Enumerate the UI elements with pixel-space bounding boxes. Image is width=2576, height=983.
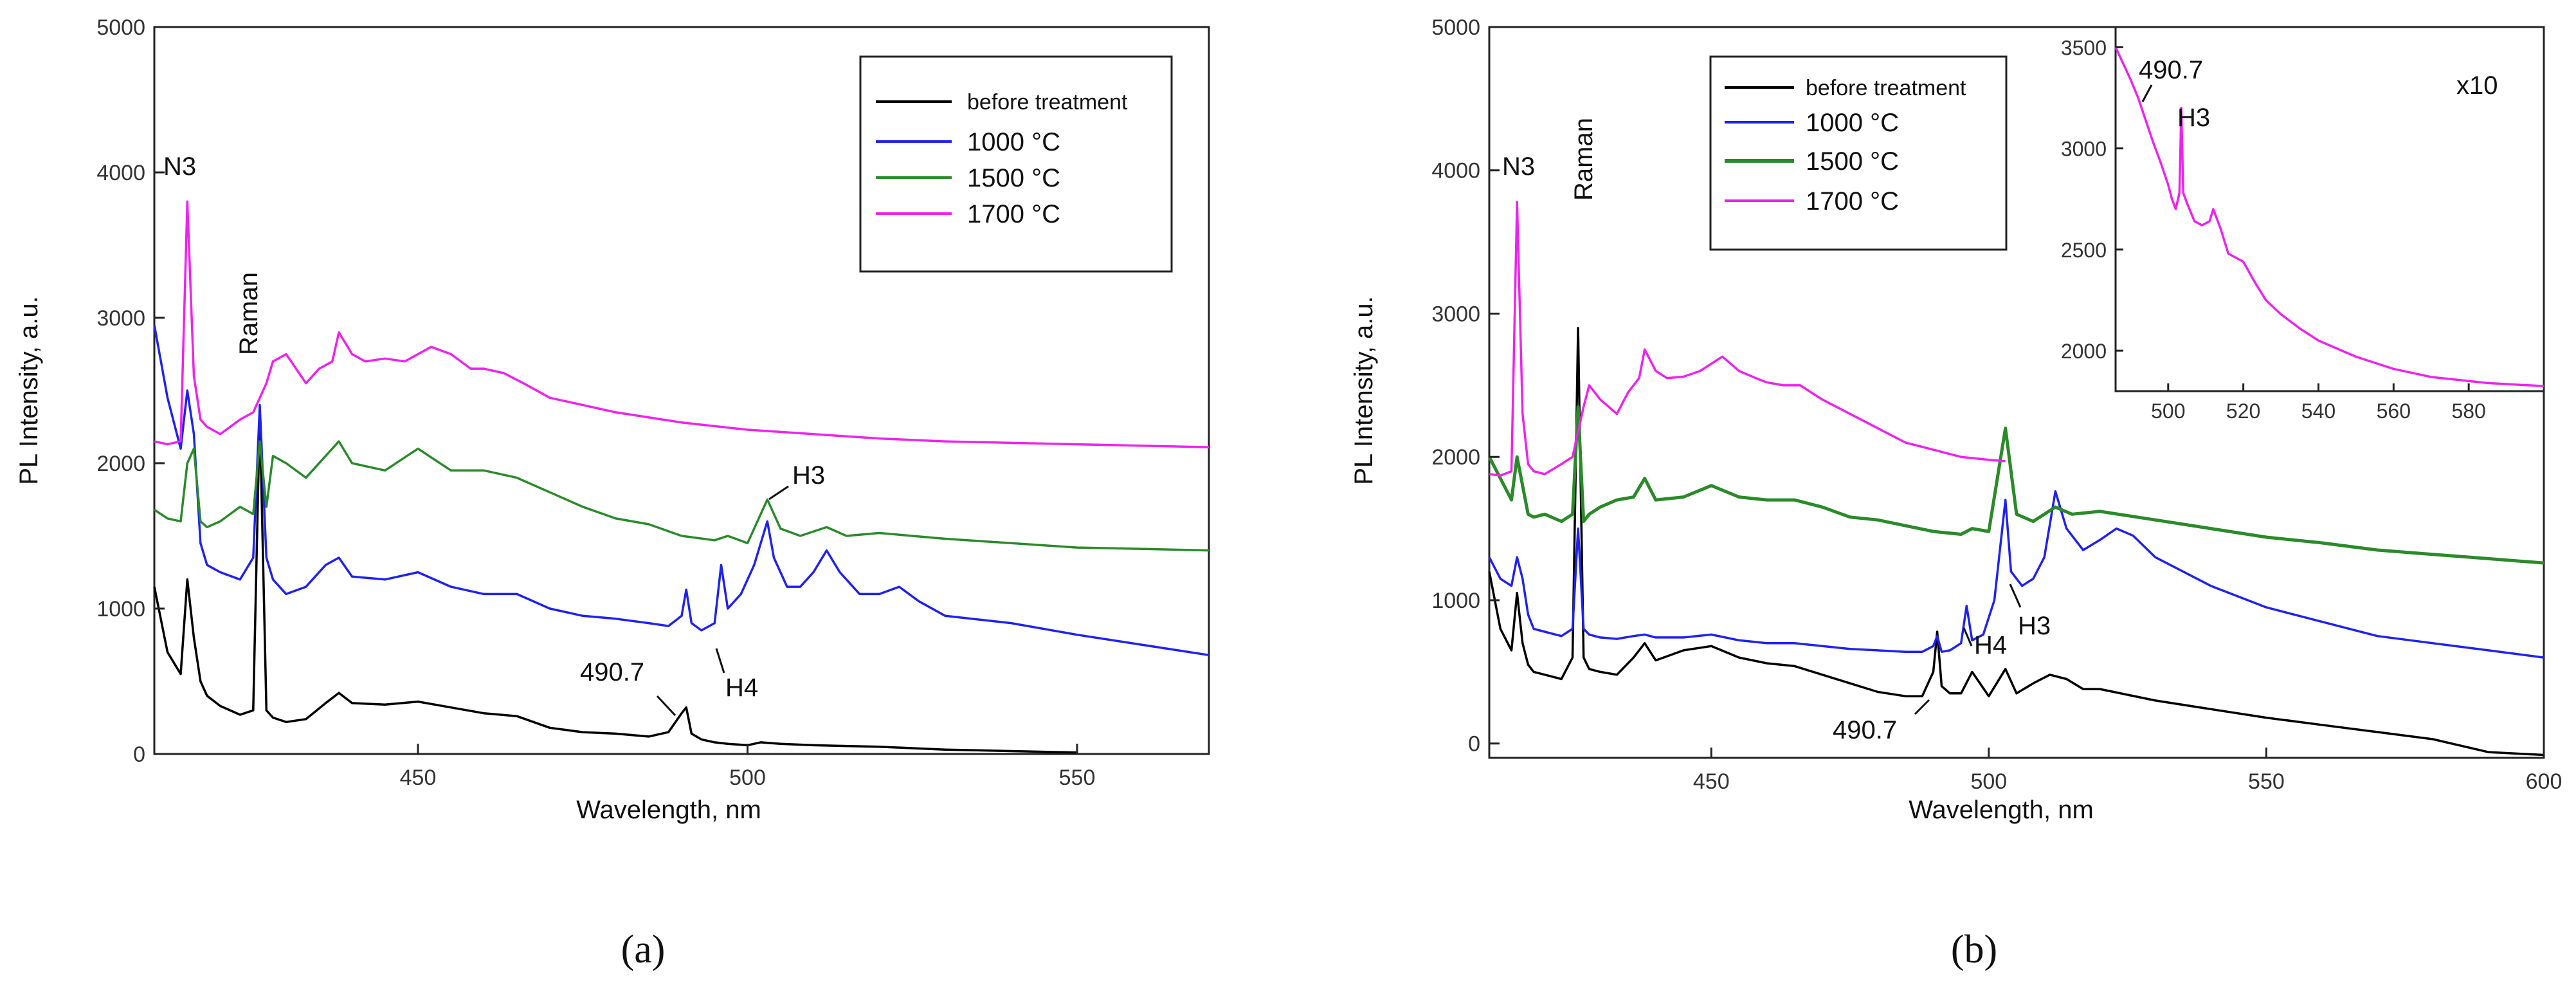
- panel-a-annotation-n3: N3: [163, 152, 196, 181]
- panel-b-ticks: 450 500 550 600 0 1000 2000 3000 4000 5000: [1431, 15, 2562, 794]
- panel-b-series-line-2: [1487, 405, 2544, 565]
- panel-a-series-line-1: [153, 324, 1210, 657]
- panel-b-inset-arrow-490-7: [2141, 84, 2153, 102]
- panel-a-y-tick-label: 5000: [96, 15, 145, 40]
- panel-a-arrow-490-7: [656, 695, 676, 717]
- panel-b-inset-ticks: 500 520 540 560 580 2000 2500 3000 3500: [2061, 36, 2486, 423]
- panel-a-y-tick-label: 4000: [96, 161, 145, 185]
- panel-b-legend-label-1500: 1500 °C: [1806, 147, 1899, 176]
- panel-b-inset-annotation-490-7: 490.7: [2139, 56, 2203, 84]
- panel-a-annotation-raman: Raman: [235, 272, 263, 355]
- panel-b-x-tick-label: 550: [2248, 769, 2285, 794]
- panel-b-series-group: [1487, 200, 2544, 757]
- panel-b-plot-frame: [1488, 26, 2545, 759]
- panel-b-annotation-raman: Raman: [1570, 118, 1598, 201]
- panel-b-legend-label-1000: 1000 °C: [1806, 109, 1899, 137]
- panel-b-legend-label-1700: 1700 °C: [1806, 187, 1899, 216]
- panel-b: 450 500 550 600 0 1000 2000 3000 4000 5000 Wavele…: [1350, 15, 2562, 824]
- panel-a-y-tick-label: 1000: [96, 597, 145, 621]
- panel-a-x-tick-label: 450: [400, 766, 437, 790]
- panel-b-inset-x-tick-label: 500: [2151, 400, 2185, 423]
- panel-a-legend-label-1500: 1500 °C: [967, 164, 1060, 192]
- panel-a-ticks: 450 500 550 0 1000 2000 3000 4000 5000: [96, 15, 1095, 790]
- panel-a-arrow-h4: [715, 648, 725, 674]
- panel-b-series-line-3: [1489, 200, 2006, 477]
- panel-b-x-axis-title: Wavelength, nm: [1909, 796, 2094, 824]
- panel-b-inset-y-tick-label: 2000: [2061, 340, 2107, 363]
- panel-b-annotation-h3: H3: [2018, 612, 2051, 640]
- panel-b-y-axis-title: PL Intensity, a.u.: [1350, 296, 1378, 485]
- panel-b-inset-y-tick-label: 3000: [2061, 138, 2107, 161]
- panel-a-arrow-h3: [768, 485, 789, 501]
- panel-b-inset-x-tick-label: 560: [2377, 400, 2411, 423]
- panel-b-x-tick-label: 600: [2526, 769, 2562, 794]
- panel-a-series-line-2: [154, 440, 1210, 552]
- panel-a-y-tick-label: 0: [133, 742, 145, 767]
- panel-b-inset-x-tick-label: 580: [2451, 400, 2485, 423]
- panel-a-x-tick-label: 550: [1059, 766, 1096, 790]
- panel-b-series-line-1: [1488, 490, 2544, 659]
- panel-b-arrow-h3: [2009, 583, 2022, 608]
- panel-b-inset-series-group: [2114, 46, 2544, 387]
- panel-b-arrow-490-7: [1914, 699, 1930, 715]
- panel-b-y-tick-label: 3000: [1431, 302, 1480, 326]
- panel-a-annotation-h3: H3: [792, 461, 825, 490]
- panel-b-annotation-n3: N3: [1502, 152, 1535, 181]
- panel-b-inset-y-tick-label: 2500: [2061, 239, 2107, 262]
- panel-a-y-tick-label: 3000: [96, 306, 145, 331]
- panel-a-y-axis-title: PL Intensity, a.u.: [15, 296, 43, 485]
- panel-a-series-line-3: [154, 200, 1210, 448]
- panel-b-annotation-490-7: 490.7: [1833, 716, 1897, 744]
- panel-a-x-axis-title: Wavelength, nm: [576, 796, 761, 824]
- panel-a-series-group: [153, 200, 1210, 754]
- panel-a-legend-box: [859, 55, 1173, 273]
- panel-a-y-tick-label: 2000: [96, 452, 145, 476]
- panel-b-y-tick-label: 5000: [1431, 15, 1480, 40]
- panel-b-y-tick-label: 2000: [1431, 445, 1480, 470]
- panel-b-inset-scale-label: x10: [2456, 71, 2498, 100]
- panel-a-legend-label-before: before treatment: [967, 90, 1128, 115]
- panel-b-x-tick-label: 450: [1693, 769, 1730, 794]
- panel-b-series-line-0: [1488, 327, 2544, 757]
- panel-a: 450 500 550 0 1000 2000 3000 4000 5000 Wavelengt…: [15, 15, 1210, 824]
- panel-a-annotation-490-7: 490.7: [580, 658, 644, 686]
- panel-b-inset-y-tick-label: 3500: [2061, 36, 2107, 59]
- panel-b-legend-label-before: before treatment: [1806, 76, 1966, 100]
- panel-label-b: (b): [1951, 928, 1997, 971]
- panel-b-y-tick-label: 4000: [1431, 159, 1480, 183]
- panel-b-x-tick-label: 500: [1970, 769, 2007, 794]
- panel-b-inset-frame: [2114, 26, 2545, 392]
- panel-b-inset-x-tick-label: 540: [2301, 400, 2336, 423]
- panel-b-inset-series-line: [2114, 46, 2544, 387]
- panel-a-legend: before treatment 1000 °C 1500 °C 1700 °C: [859, 55, 1173, 273]
- panel-b-y-tick-label: 1000: [1431, 589, 1480, 613]
- panel-a-legend-label-1700: 1700 °C: [967, 200, 1060, 228]
- panel-b-inset: 500 520 540 560 580 2000 2500 3000 3500 x10 490.…: [2061, 26, 2545, 423]
- panel-a-legend-label-1000: 1000 °C: [967, 128, 1060, 156]
- panel-a-plot-frame: [153, 26, 1210, 755]
- panel-b-y-tick-label: 0: [1468, 732, 1480, 757]
- panel-a-x-tick-label: 500: [729, 766, 766, 790]
- panel-a-annotation-h4: H4: [725, 674, 758, 702]
- panel-label-a: (a): [621, 928, 666, 971]
- panel-b-annotation-h4: H4: [1974, 631, 2007, 659]
- panel-b-inset-annotation-h3: H3: [2177, 104, 2210, 132]
- panel-b-inset-x-tick-label: 520: [2226, 400, 2260, 423]
- panel-b-arrow-h4: [1963, 627, 1973, 647]
- panel-a-series-line-0: [153, 411, 1078, 754]
- panel-b-legend: before treatment 1000 °C 1500 °C 1700 °C: [1709, 55, 2008, 251]
